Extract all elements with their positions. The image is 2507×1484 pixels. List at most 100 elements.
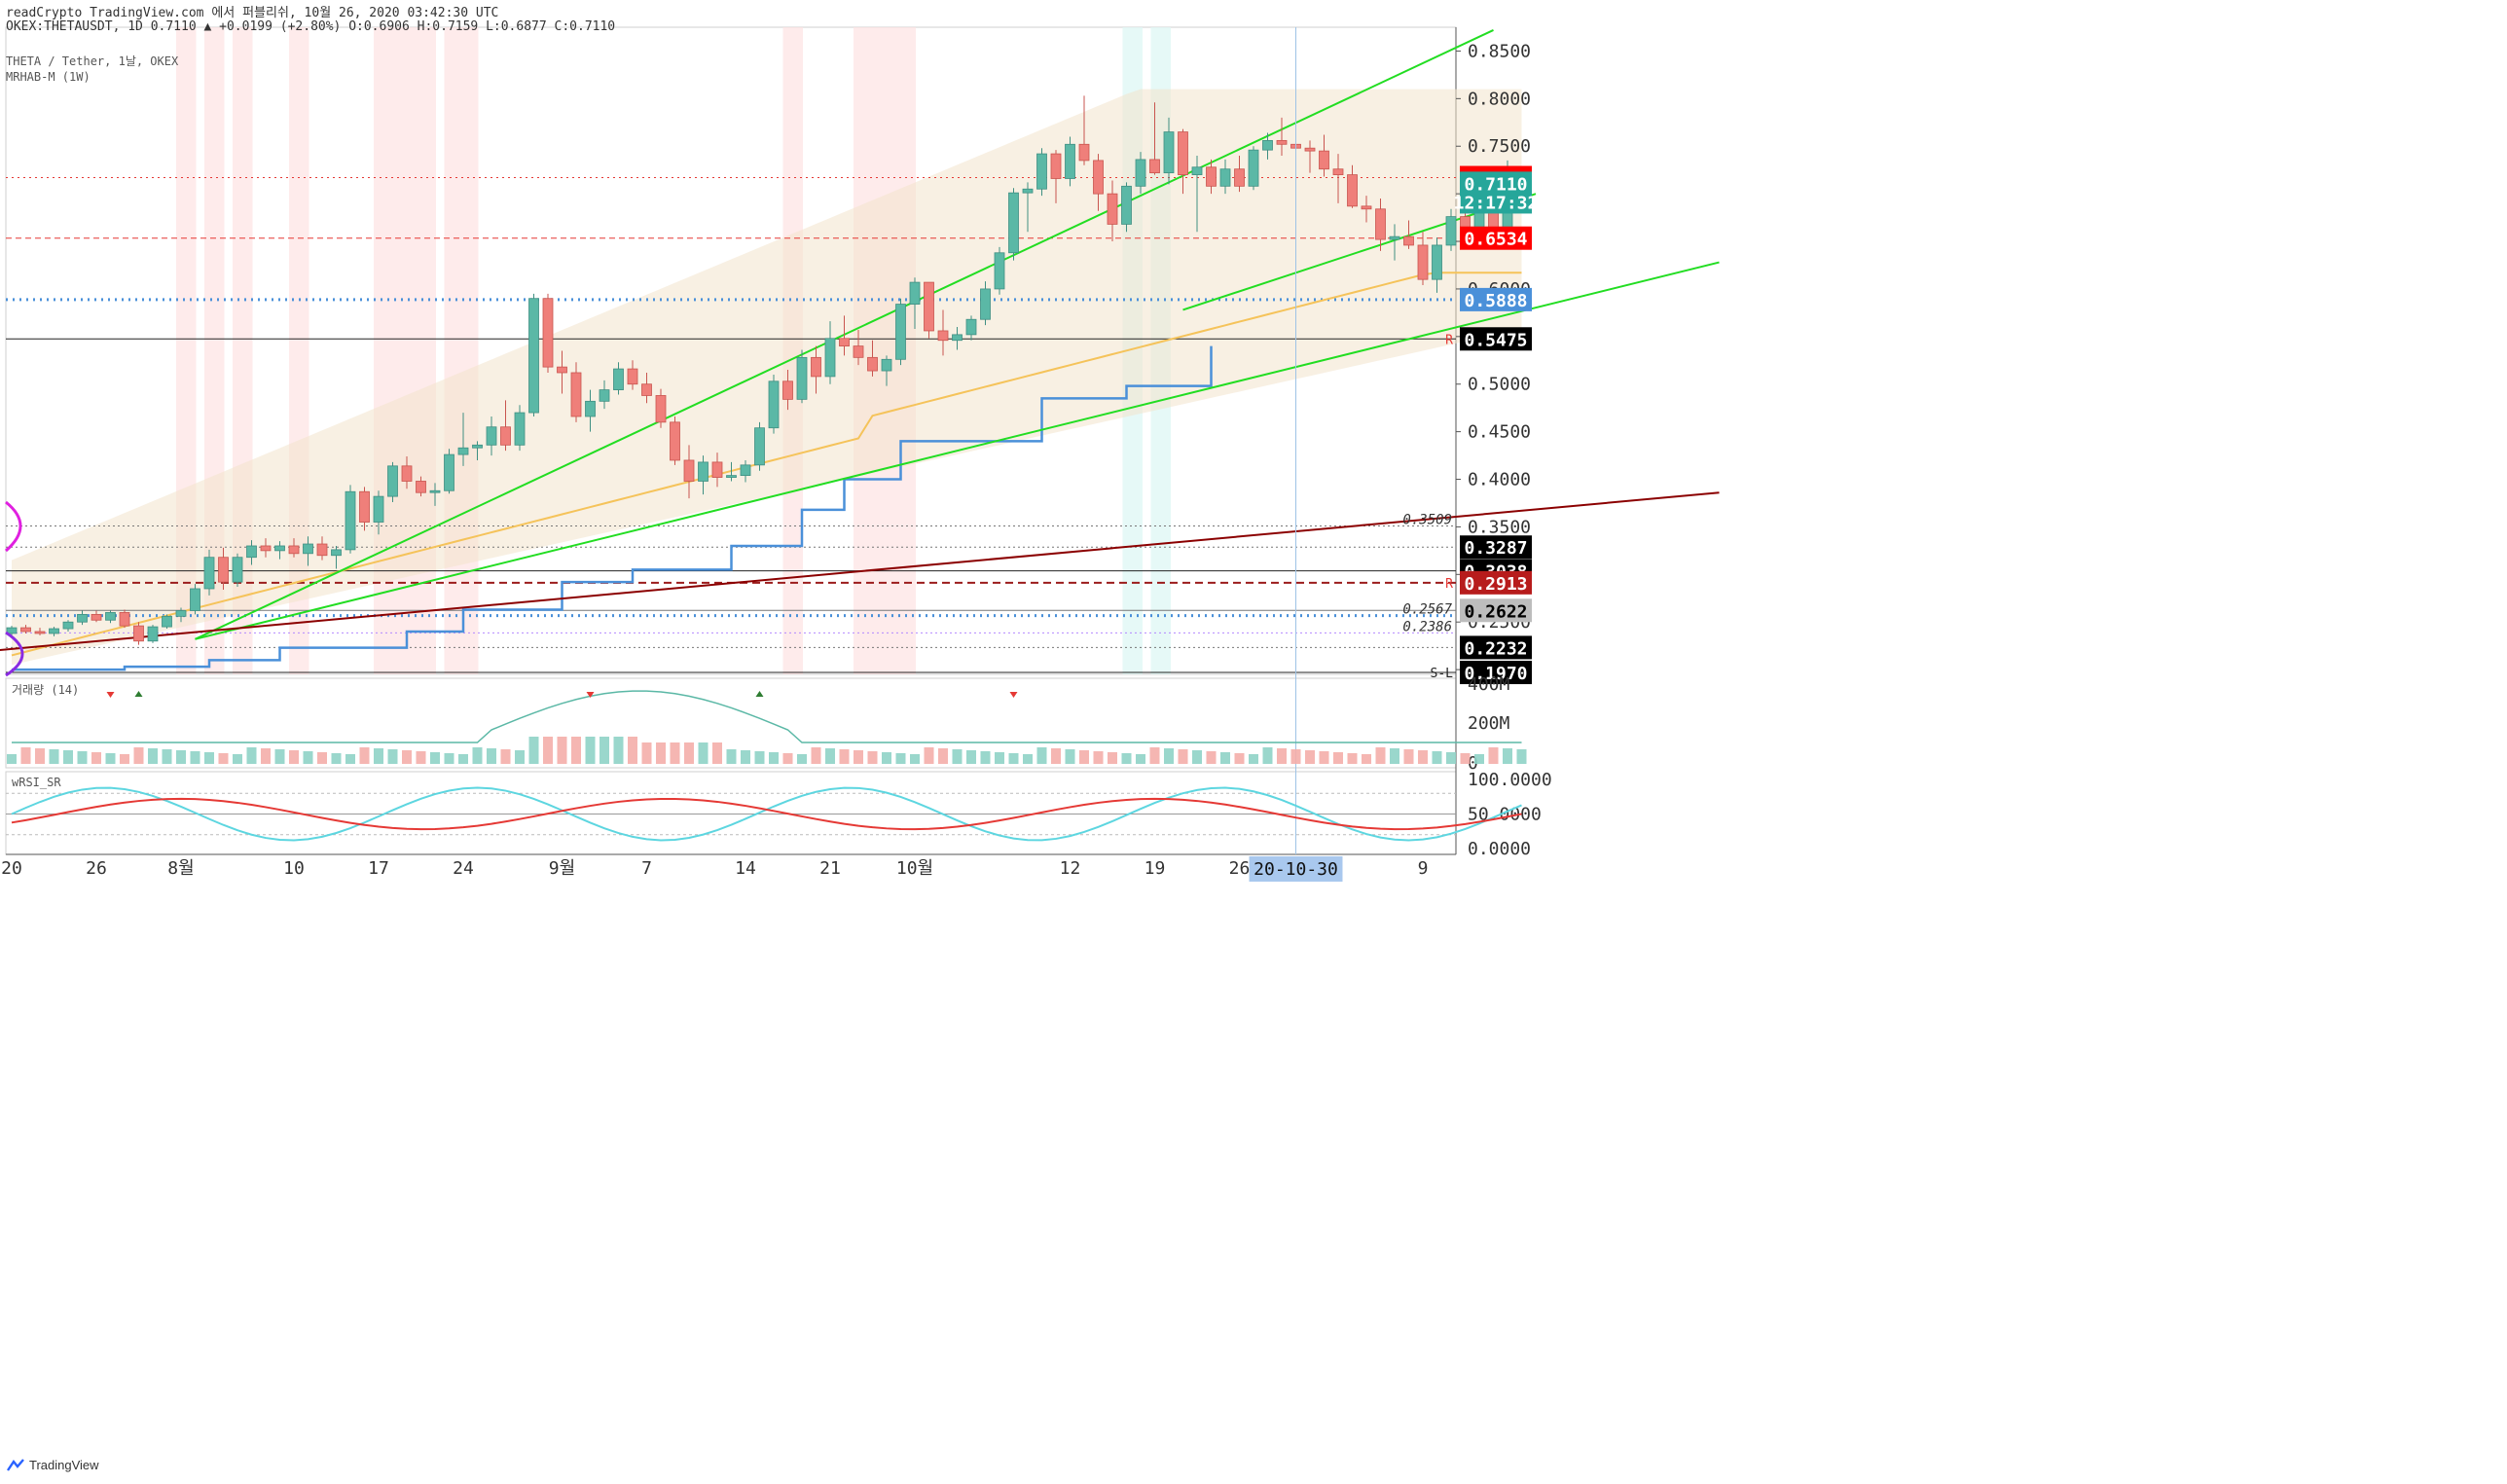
candle-body: [1191, 166, 1203, 175]
candle-body: [1206, 166, 1217, 187]
volume-bar: [487, 748, 496, 764]
candle-body: [528, 298, 539, 414]
volume-bar: [825, 748, 835, 764]
volume-bar: [1164, 748, 1174, 764]
volume-axis-label: 400M: [1468, 674, 1510, 695]
candle-body: [500, 426, 511, 446]
volume-bar: [1136, 754, 1145, 764]
candle-body: [514, 412, 526, 446]
candle-body: [373, 495, 384, 523]
time-tick-label: 10: [283, 858, 305, 879]
volume-bar: [811, 747, 821, 764]
level-tag: S-L: [1431, 667, 1454, 681]
candle-body: [881, 358, 892, 372]
candle-body: [105, 612, 116, 621]
candle-body: [303, 543, 313, 555]
time-tick-label: 8월: [167, 858, 194, 879]
volume-bar: [754, 751, 765, 764]
candle-body: [1319, 150, 1329, 170]
candle-body: [416, 481, 426, 493]
step-line: [12, 345, 1213, 671]
candle-body: [542, 298, 554, 368]
indicator-legend[interactable]: MRHAB-M (1W): [6, 70, 91, 84]
volume-bar: [402, 750, 412, 764]
candle-body: [232, 557, 243, 583]
volume-bar: [1149, 747, 1160, 764]
volume-bar: [133, 747, 144, 764]
candle-body: [839, 338, 850, 347]
left-arc-marker: [5, 500, 22, 553]
volume-bar: [1432, 751, 1442, 764]
candle-body: [1276, 139, 1288, 145]
volume-bar: [246, 747, 257, 764]
candle-body: [811, 356, 821, 378]
volume-bar: [741, 750, 750, 764]
time-tick-label: 9: [1418, 858, 1429, 879]
candle-body: [1403, 235, 1414, 246]
candle-body: [274, 545, 285, 552]
volume-bar: [1220, 752, 1230, 764]
volume-bar: [882, 752, 891, 764]
candle-body: [1093, 160, 1104, 195]
candle-body: [853, 345, 864, 358]
candle-body: [175, 610, 187, 617]
volume-bar: [176, 750, 186, 764]
signal-marker: [134, 691, 143, 697]
price-tick-label: 0.8000: [1468, 89, 1531, 109]
candle-body: [1347, 174, 1358, 207]
volume-bar: [684, 742, 694, 764]
price-tick-label: 0.3500: [1468, 517, 1531, 537]
volume-bar: [233, 754, 242, 764]
candle-body: [1050, 153, 1062, 179]
signal-marker: [106, 692, 115, 698]
price-badge: [1460, 327, 1532, 351]
trend-line: [195, 261, 1720, 640]
volume-bar: [1333, 752, 1343, 764]
candle-body: [49, 628, 59, 634]
rsi-panel-frame: [5, 771, 1457, 855]
candle-body: [740, 464, 751, 477]
volume-bar: [1446, 752, 1456, 764]
candle-body: [1135, 159, 1146, 187]
publish-info: readCrypto TradingView.com 에서 퍼블리쉬, 10월 …: [6, 6, 499, 20]
candle-body: [345, 490, 356, 551]
candle-body: [203, 557, 215, 590]
volume-bar: [726, 749, 737, 764]
brand-label[interactable]: TradingView: [29, 1458, 99, 1472]
candle-body: [331, 549, 342, 557]
price-tick-label: 0.7500: [1468, 136, 1531, 157]
candle-body: [1036, 153, 1047, 190]
candle-body: [316, 543, 328, 557]
time-tick-label: 26: [1229, 858, 1251, 879]
candle-body: [965, 318, 977, 336]
candle-body: [867, 356, 878, 372]
volume-bar: [331, 753, 342, 764]
price-badge-label: 0.5888: [1464, 291, 1527, 311]
volume-bar: [120, 754, 129, 764]
tradingview-logo-icon[interactable]: [6, 1457, 25, 1474]
candle-body: [698, 461, 708, 482]
candle-body: [768, 380, 780, 429]
volume-bar: [1390, 748, 1399, 764]
volume-bar: [303, 751, 313, 764]
volume-bar: [1460, 753, 1471, 764]
time-tick-label: 19: [1144, 858, 1166, 879]
volume-ma-line: [12, 690, 1522, 743]
candle-body: [641, 383, 652, 396]
volume-bar: [628, 737, 637, 764]
symbol-legend[interactable]: THETA / Tether, 1날, OKEX: [6, 54, 179, 68]
candle-body: [260, 545, 272, 552]
volume-bar: [656, 742, 666, 764]
candle-body: [1078, 143, 1090, 162]
time-tick-label: 10월: [896, 858, 933, 879]
volume-bar: [1008, 753, 1019, 764]
volume-bar: [20, 747, 31, 764]
candle-body: [980, 288, 991, 320]
volume-bar: [600, 737, 609, 764]
volume-bar: [218, 753, 229, 764]
volume-bar: [374, 748, 383, 764]
volume-bar: [585, 737, 596, 764]
symbol-ohlc-line: OKEX:THETAUSDT, 1D 0.7110 ▲ +0.0199 (+2.…: [6, 19, 616, 34]
price-badge-label: 0.3287: [1464, 538, 1527, 559]
